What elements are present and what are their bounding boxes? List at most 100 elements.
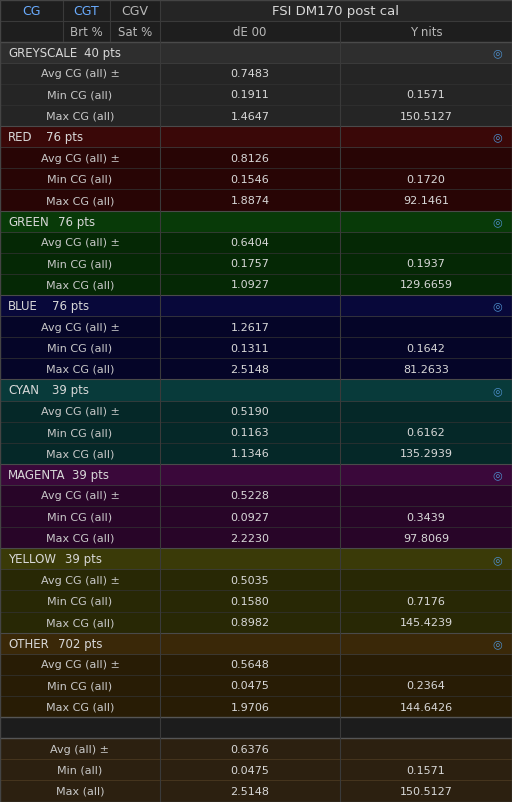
Bar (0, 296, 512, 317)
Bar (0, 190, 512, 211)
Text: Min CG (all): Min CG (all) (48, 512, 113, 522)
Text: 0.6376: 0.6376 (230, 743, 269, 754)
Text: 0.1937: 0.1937 (407, 259, 445, 269)
Text: Sat %: Sat % (118, 26, 152, 38)
Bar (0, 780, 512, 801)
Bar (0, 380, 512, 401)
Bar (160, 1, 512, 22)
Text: Max CG (all): Max CG (all) (46, 533, 114, 543)
Text: 39 pts: 39 pts (72, 468, 109, 481)
Text: Max (all): Max (all) (56, 786, 104, 796)
Text: 0.1580: 0.1580 (230, 596, 269, 606)
Text: 0.6162: 0.6162 (407, 427, 445, 438)
Bar (0, 506, 512, 528)
Text: Max CG (all): Max CG (all) (46, 364, 114, 375)
Bar (0, 233, 512, 253)
Text: Avg CG (all) ±: Avg CG (all) ± (40, 407, 119, 416)
Bar (0, 633, 512, 654)
Text: Avg (all) ±: Avg (all) ± (51, 743, 110, 754)
Bar (0, 148, 512, 169)
Text: 135.2939: 135.2939 (399, 448, 453, 459)
Text: BLUE: BLUE (8, 300, 38, 313)
Bar (0, 85, 512, 106)
Text: 0.8982: 0.8982 (230, 618, 269, 627)
Bar (0, 274, 512, 296)
Bar (0, 169, 512, 190)
Text: YELLOW: YELLOW (8, 553, 56, 565)
Text: 702 pts: 702 pts (58, 637, 103, 650)
Text: 0.1911: 0.1911 (230, 91, 269, 100)
Text: Y nits: Y nits (410, 26, 442, 38)
Text: CGT: CGT (74, 5, 99, 18)
Bar (0, 1, 160, 22)
Bar (0, 401, 512, 422)
Text: MAGENTA: MAGENTA (8, 468, 66, 481)
Text: FSI DM170 post cal: FSI DM170 post cal (272, 5, 399, 18)
Text: 1.4647: 1.4647 (230, 111, 269, 121)
Text: 0.1163: 0.1163 (231, 427, 269, 438)
Text: Min CG (all): Min CG (all) (48, 175, 113, 184)
Bar (0, 211, 512, 233)
Text: 0.1571: 0.1571 (407, 91, 445, 100)
Text: Max CG (all): Max CG (all) (46, 196, 114, 206)
Text: CG: CG (22, 5, 41, 18)
Bar (0, 338, 512, 358)
Text: CGV: CGV (121, 5, 148, 18)
Text: 2.5148: 2.5148 (230, 786, 269, 796)
Bar (0, 759, 512, 780)
Text: 150.5127: 150.5127 (399, 111, 453, 121)
Bar (0, 739, 512, 759)
Text: 0.7483: 0.7483 (230, 69, 269, 79)
Text: Min CG (all): Min CG (all) (48, 259, 113, 269)
Bar (0, 528, 512, 549)
Text: 0.6404: 0.6404 (230, 238, 269, 248)
Text: Avg CG (all) ±: Avg CG (all) ± (40, 322, 119, 332)
Bar (0, 696, 512, 717)
Text: 0.5228: 0.5228 (230, 491, 269, 501)
Text: Min CG (all): Min CG (all) (48, 91, 113, 100)
Text: 0.5035: 0.5035 (231, 575, 269, 585)
Text: 76 pts: 76 pts (52, 300, 89, 313)
Text: CYAN: CYAN (8, 384, 39, 397)
Bar (0, 253, 512, 274)
Text: ◎: ◎ (492, 470, 502, 480)
Bar (0, 654, 512, 675)
Text: 145.4239: 145.4239 (399, 618, 453, 627)
Text: RED: RED (8, 131, 33, 144)
Bar (0, 106, 512, 127)
Bar (0, 717, 512, 739)
Bar (0, 63, 512, 85)
Text: 76 pts: 76 pts (58, 215, 96, 229)
Text: GREYSCALE: GREYSCALE (8, 47, 77, 59)
Text: 40 pts: 40 pts (84, 47, 121, 59)
Text: 0.7176: 0.7176 (407, 596, 445, 606)
Text: Max CG (all): Max CG (all) (46, 280, 114, 290)
Text: Avg CG (all) ±: Avg CG (all) ± (40, 491, 119, 501)
Bar (0, 612, 512, 633)
Text: Avg CG (all) ±: Avg CG (all) ± (40, 575, 119, 585)
Bar (0, 549, 512, 569)
Text: Avg CG (all) ±: Avg CG (all) ± (40, 238, 119, 248)
Text: 129.6659: 129.6659 (399, 280, 453, 290)
Text: 97.8069: 97.8069 (403, 533, 449, 543)
Text: 0.5648: 0.5648 (230, 659, 269, 670)
Text: ◎: ◎ (492, 48, 502, 59)
Text: 2.2230: 2.2230 (230, 533, 269, 543)
Bar (0, 444, 512, 464)
Text: Avg CG (all) ±: Avg CG (all) ± (40, 69, 119, 79)
Bar (0, 422, 512, 444)
Bar (0, 591, 512, 612)
Text: 0.1642: 0.1642 (407, 343, 445, 354)
Text: 0.0927: 0.0927 (230, 512, 269, 522)
Text: 1.1346: 1.1346 (230, 448, 269, 459)
Bar (0, 43, 512, 63)
Text: 0.1757: 0.1757 (230, 259, 269, 269)
Text: 0.5190: 0.5190 (230, 407, 269, 416)
Bar (0, 127, 512, 148)
Text: 39 pts: 39 pts (52, 384, 89, 397)
Text: 0.0475: 0.0475 (230, 765, 269, 775)
Text: 0.1311: 0.1311 (231, 343, 269, 354)
Text: 1.9706: 1.9706 (230, 702, 269, 711)
Text: ◎: ◎ (492, 386, 502, 395)
Text: ◎: ◎ (492, 638, 502, 648)
